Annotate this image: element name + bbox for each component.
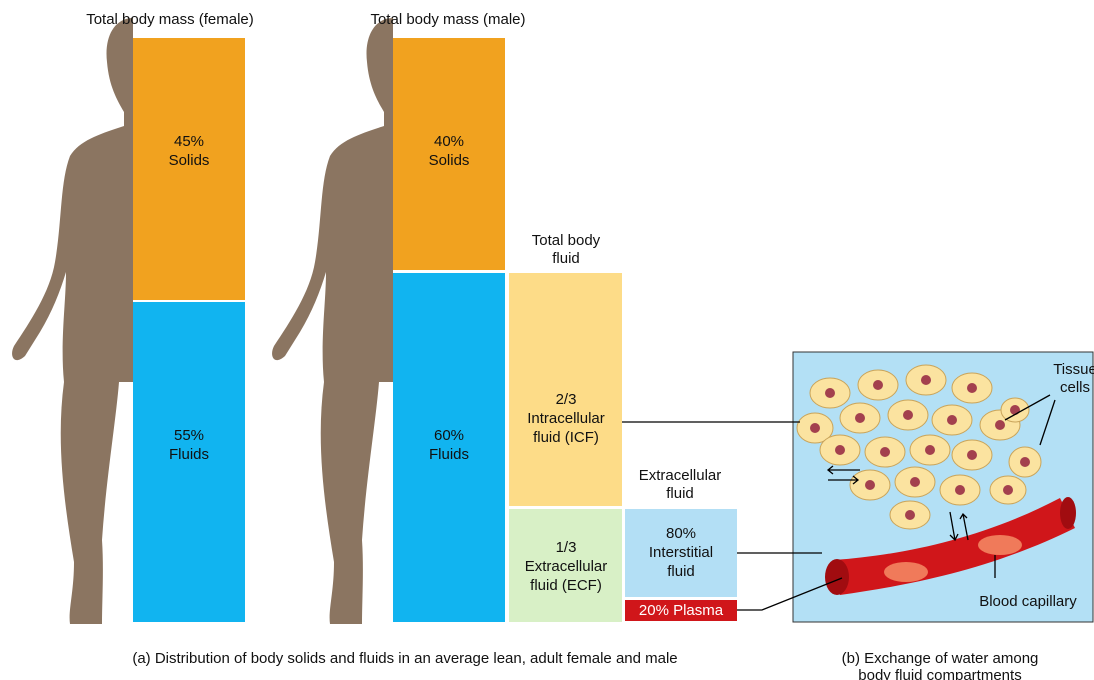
label: 2/3	[556, 391, 577, 408]
label: 40%	[434, 133, 464, 150]
label: Solids	[169, 152, 210, 169]
female-silhouette	[12, 18, 133, 624]
label: Solids	[429, 152, 470, 169]
male-silhouette	[272, 18, 393, 624]
label: Fluids	[429, 446, 469, 463]
label: 55%	[174, 427, 204, 444]
caption: (b) Exchange of water among	[842, 650, 1039, 667]
label: 20% Plasma	[639, 602, 724, 619]
label: fluid	[667, 563, 695, 580]
label: 45%	[174, 133, 204, 150]
heading: Total body	[532, 232, 601, 249]
label: 1/3	[556, 539, 577, 556]
label: fluid (ECF)	[530, 577, 602, 594]
label: fluid (ICF)	[533, 429, 599, 446]
female-solids	[133, 38, 245, 300]
label: 80%	[666, 525, 696, 542]
caption: body fluid compartments	[858, 667, 1021, 680]
caption: (a) Distribution of body solids and flui…	[132, 650, 677, 667]
label: Fluids	[169, 446, 209, 463]
heading: Extracellular	[639, 467, 722, 484]
label: Tissue	[1053, 361, 1094, 378]
heading: fluid	[552, 250, 580, 267]
heading: Total body mass (male)	[370, 11, 525, 28]
label: Interstitial	[649, 544, 713, 561]
heading: Total body mass (female)	[86, 11, 254, 28]
diagram: Total body mass (female) Total body mass…	[0, 0, 1094, 680]
label: cells	[1060, 379, 1090, 396]
heading: fluid	[666, 485, 694, 502]
label: Extracellular	[525, 558, 608, 575]
icf	[509, 273, 622, 506]
label: 60%	[434, 427, 464, 444]
label: Intracellular	[527, 410, 605, 427]
label: Blood capillary	[979, 593, 1077, 610]
